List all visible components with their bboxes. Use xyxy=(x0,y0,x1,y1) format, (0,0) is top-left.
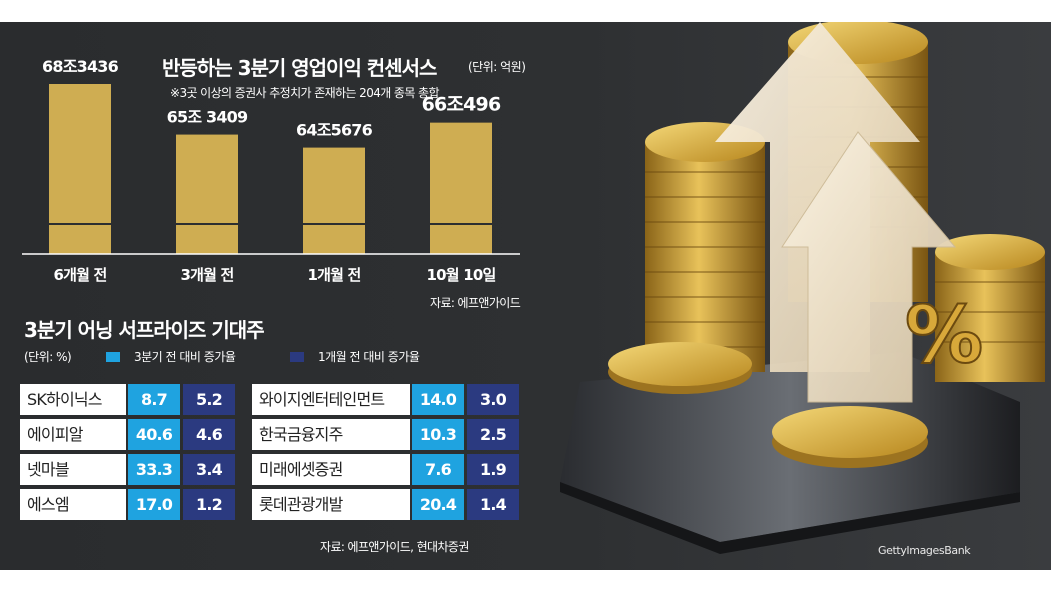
consensus-bar-chart: 68조3436 6개월 전 65조 3409 3개월 전 64조5676 1개월 전 66조… xyxy=(22,57,520,284)
company-name: 와이지엔터테인먼트 xyxy=(252,384,410,415)
company-name: 에이피알 xyxy=(20,419,126,450)
right-row-2: 한국금융지주 10.3 2.5 xyxy=(252,419,519,450)
q3-growth-value: 40.6 xyxy=(128,419,180,450)
category-label-3: 1개월 전 xyxy=(307,266,360,284)
q3-growth-value: 17.0 xyxy=(128,489,180,520)
m1-growth-value: 1.2 xyxy=(183,489,235,520)
category-label-1: 6개월 전 xyxy=(53,266,106,284)
bar-3 xyxy=(303,147,365,254)
company-name: 넷마블 xyxy=(20,454,126,485)
bar-4 xyxy=(430,122,492,254)
company-name: 롯데관광개발 xyxy=(252,489,410,520)
q3-growth-value: 33.3 xyxy=(128,454,180,485)
legend-swatch-m1 xyxy=(290,352,304,362)
right-row-4: 롯데관광개발 20.4 1.4 xyxy=(252,489,519,520)
category-label-4: 10월 10일 xyxy=(427,266,496,284)
legend-label-q3: 3분기 전 대비 증가율 xyxy=(134,350,236,364)
coins-arrows-illustration: % xyxy=(560,22,1045,554)
m1-growth-value: 1.4 xyxy=(467,489,519,520)
m1-growth-value: 3.0 xyxy=(467,384,519,415)
value-label-2: 65조 3409 xyxy=(167,108,248,127)
surprise-unit: (단위: %) xyxy=(24,350,72,364)
svg-text:%: % xyxy=(905,291,983,381)
q3-growth-value: 7.6 xyxy=(412,454,464,485)
company-name: 한국금융지주 xyxy=(252,419,410,450)
value-label-3: 64조5676 xyxy=(296,121,373,140)
right-row-1: 와이지엔터테인먼트 14.0 3.0 xyxy=(252,384,519,415)
value-label-4: 66조496 xyxy=(422,94,501,116)
q3-growth-value: 14.0 xyxy=(412,384,464,415)
table-source: 자료: 에프앤가이드, 현대차증권 xyxy=(320,540,469,554)
m1-growth-value: 3.4 xyxy=(183,454,235,485)
company-name: SK하이닉스 xyxy=(20,384,126,415)
value-label-1: 68조3436 xyxy=(42,57,119,76)
left-row-2: 에이피알 40.6 4.6 xyxy=(20,419,235,450)
m1-growth-value: 1.9 xyxy=(467,454,519,485)
category-label-2: 3개월 전 xyxy=(180,266,233,284)
m1-growth-value: 4.6 xyxy=(183,419,235,450)
bar-1 xyxy=(49,84,111,254)
chart-source: 자료: 에프앤가이드 xyxy=(430,296,521,310)
left-row-3: 넷마블 33.3 3.4 xyxy=(20,454,235,485)
q3-growth-value: 20.4 xyxy=(412,489,464,520)
photo-credit: GettyImagesBank xyxy=(878,544,971,557)
right-row-3: 미래에셋증권 7.6 1.9 xyxy=(252,454,519,485)
legend-label-m1: 1개월 전 대비 증가율 xyxy=(318,350,420,364)
surprise-title: 3분기 어닝 서프라이즈 기대주 xyxy=(24,318,265,342)
chart-subtitle: ※3곳 이상의 증권사 추정치가 존재하는 204개 종목 총합 xyxy=(170,86,440,100)
left-row-1: SK하이닉스 8.7 5.2 xyxy=(20,384,235,415)
company-name: 에스엠 xyxy=(20,489,126,520)
q3-growth-value: 8.7 xyxy=(128,384,180,415)
chart-title: 반등하는 3분기 영업이익 컨센서스 xyxy=(162,56,437,80)
q3-growth-value: 10.3 xyxy=(412,419,464,450)
m1-growth-value: 5.2 xyxy=(183,384,235,415)
legend-swatch-q3 xyxy=(106,352,120,362)
bar-2 xyxy=(176,134,238,254)
company-name: 미래에셋증권 xyxy=(252,454,410,485)
surprise-table-right: 와이지엔터테인먼트 14.0 3.0 한국금융지주 10.3 2.5 미래에셋증권 7.6 1.… xyxy=(252,384,519,524)
surprise-table-left: SK하이닉스 8.7 5.2 에이피알 40.6 4.6 넷마블 33.3 3.4 에스엠 17.0… xyxy=(20,384,235,524)
left-row-4: 에스엠 17.0 1.2 xyxy=(20,489,235,520)
m1-growth-value: 2.5 xyxy=(467,419,519,450)
chart-unit: (단위: 억원) xyxy=(468,60,526,74)
